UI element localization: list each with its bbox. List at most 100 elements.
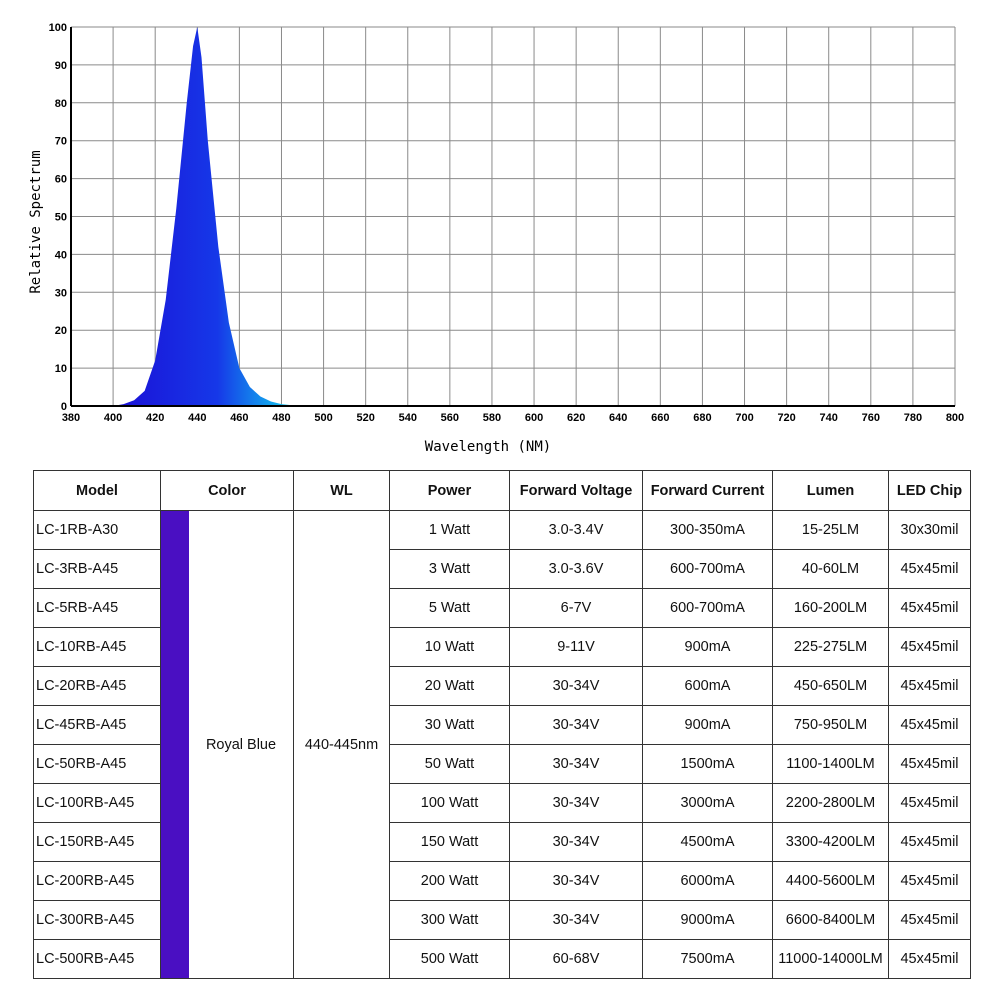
lumen-cell: 15-25LM (772, 510, 889, 550)
table-row: LC-300RB-A45 300 Watt 30-34V 9000mA 6600-840… (33, 900, 971, 940)
y-tick-label: 40 (55, 249, 67, 261)
chart-axes (70, 27, 955, 407)
led-chip-cell: 45x45mil (888, 861, 971, 901)
model-cell: LC-5RB-A45 (33, 588, 161, 628)
power-cell: 500 Watt (389, 939, 510, 979)
forward-voltage-cell: 6-7V (509, 588, 643, 628)
x-tick-label: 680 (693, 412, 711, 424)
x-tick-label: 700 (735, 412, 753, 424)
header-color: Color (160, 470, 294, 511)
table-row: LC-5RB-A45 5 Watt 6-7V 600-700mA 160-200LM 45… (33, 588, 971, 628)
table-row: LC-500RB-A45 500 Watt 60-68V 7500mA 11000-14… (33, 939, 971, 979)
y-tick-labels: 0 10 20 30 40 50 60 70 80 90 100 (49, 22, 67, 413)
y-tick-label: 100 (49, 22, 67, 34)
forward-voltage-cell: 30-34V (509, 900, 643, 940)
y-axis-label: Relative Spectrum (28, 150, 44, 293)
led-chip-cell: 45x45mil (888, 939, 971, 979)
table-row: LC-150RB-A45 150 Watt 30-34V 4500mA 3300-420… (33, 822, 971, 862)
table-row: LC-100RB-A45 100 Watt 30-34V 3000mA 2200-280… (33, 783, 971, 823)
forward-voltage-cell: 3.0-3.6V (509, 549, 643, 589)
power-cell: 50 Watt (389, 744, 510, 784)
spectrum-area (113, 27, 303, 406)
x-tick-label: 660 (651, 412, 669, 424)
x-tick-labels: 380 400 420 440 460 480 500 520 540 560 580 600 620 6… (62, 412, 964, 424)
model-cell: LC-50RB-A45 (33, 744, 161, 784)
power-cell: 3 Watt (389, 549, 510, 589)
lumen-cell: 2200-2800LM (772, 783, 889, 823)
x-tick-label: 520 (356, 412, 374, 424)
x-tick-label: 620 (567, 412, 585, 424)
forward-current-cell: 4500mA (642, 822, 773, 862)
table-row: LC-1RB-A30 Royal Blue 440-445nm 1 Watt 3.0-3… (33, 510, 971, 979)
forward-current-cell: 3000mA (642, 783, 773, 823)
x-tick-label: 540 (399, 412, 417, 424)
led-chip-cell: 45x45mil (888, 549, 971, 589)
led-chip-cell: 45x45mil (888, 900, 971, 940)
model-cell: LC-1RB-A30 (33, 510, 161, 550)
forward-current-cell: 900mA (642, 627, 773, 667)
forward-voltage-cell: 9-11V (509, 627, 643, 667)
y-tick-label: 10 (55, 363, 67, 375)
x-tick-label: 640 (609, 412, 627, 424)
x-tick-label: 720 (777, 412, 795, 424)
power-cell: 5 Watt (389, 588, 510, 628)
x-tick-label: 400 (104, 412, 122, 424)
y-tick-label: 70 (55, 136, 67, 148)
x-tick-label: 500 (314, 412, 332, 424)
x-tick-label: 460 (230, 412, 248, 424)
model-cell: LC-20RB-A45 (33, 666, 161, 706)
power-cell: 300 Watt (389, 900, 510, 940)
lumen-cell: 6600-8400LM (772, 900, 889, 940)
x-tick-label: 420 (146, 412, 164, 424)
lumen-cell: 4400-5600LM (772, 861, 889, 901)
model-cell: LC-10RB-A45 (33, 627, 161, 667)
lumen-cell: 225-275LM (772, 627, 889, 667)
x-tick-label: 380 (62, 412, 80, 424)
forward-voltage-cell: 30-34V (509, 744, 643, 784)
lumen-cell: 3300-4200LM (772, 822, 889, 862)
forward-current-cell: 7500mA (642, 939, 773, 979)
power-cell: 200 Watt (389, 861, 510, 901)
forward-current-cell: 600mA (642, 666, 773, 706)
y-tick-label: 60 (55, 174, 67, 186)
x-tick-label: 740 (820, 412, 838, 424)
lumen-cell: 1100-1400LM (772, 744, 889, 784)
header-led-chip: LED Chip (888, 470, 971, 511)
power-cell: 20 Watt (389, 666, 510, 706)
header-power: Power (389, 470, 510, 511)
forward-current-cell: 600-700mA (642, 549, 773, 589)
header-lumen: Lumen (772, 470, 889, 511)
table-header-row: Model Color WL Power Forward Voltage For… (33, 470, 971, 511)
forward-current-cell: 9000mA (642, 900, 773, 940)
power-cell: 1 Watt (389, 510, 510, 550)
table-body: LC-1RB-A30 Royal Blue 440-445nm 1 Watt 3.0-3… (33, 510, 971, 979)
lumen-cell: 450-650LM (772, 666, 889, 706)
table-row: LC-10RB-A45 10 Watt 9-11V 900mA 225-275LM 45x… (33, 627, 971, 667)
x-tick-label: 440 (188, 412, 206, 424)
color-cell: Royal Blue (160, 510, 294, 979)
spec-table: Model Color WL Power Forward Voltage For… (33, 470, 971, 979)
y-tick-label: 0 (61, 401, 67, 413)
y-tick-label: 50 (55, 212, 67, 224)
forward-current-cell: 1500mA (642, 744, 773, 784)
x-axis-label: Wavelength (NM) (425, 439, 551, 455)
power-cell: 100 Watt (389, 783, 510, 823)
table-row: LC-45RB-A45 30 Watt 30-34V 900mA 750-950LM 45… (33, 705, 971, 745)
y-tick-label: 90 (55, 60, 67, 72)
led-chip-cell: 45x45mil (888, 588, 971, 628)
header-forward-voltage: Forward Voltage (509, 470, 643, 511)
header-forward-current: Forward Current (642, 470, 773, 511)
model-cell: LC-300RB-A45 (33, 900, 161, 940)
led-chip-cell: 45x45mil (888, 783, 971, 823)
led-chip-cell: 45x45mil (888, 705, 971, 745)
forward-current-cell: 300-350mA (642, 510, 773, 550)
x-tick-label: 560 (441, 412, 459, 424)
power-cell: 150 Watt (389, 822, 510, 862)
forward-voltage-cell: 30-34V (509, 705, 643, 745)
led-chip-cell: 45x45mil (888, 822, 971, 862)
model-cell: LC-500RB-A45 (33, 939, 161, 979)
forward-voltage-cell: 60-68V (509, 939, 643, 979)
model-cell: LC-150RB-A45 (33, 822, 161, 862)
led-chip-cell: 30x30mil (888, 510, 971, 550)
power-cell: 10 Watt (389, 627, 510, 667)
